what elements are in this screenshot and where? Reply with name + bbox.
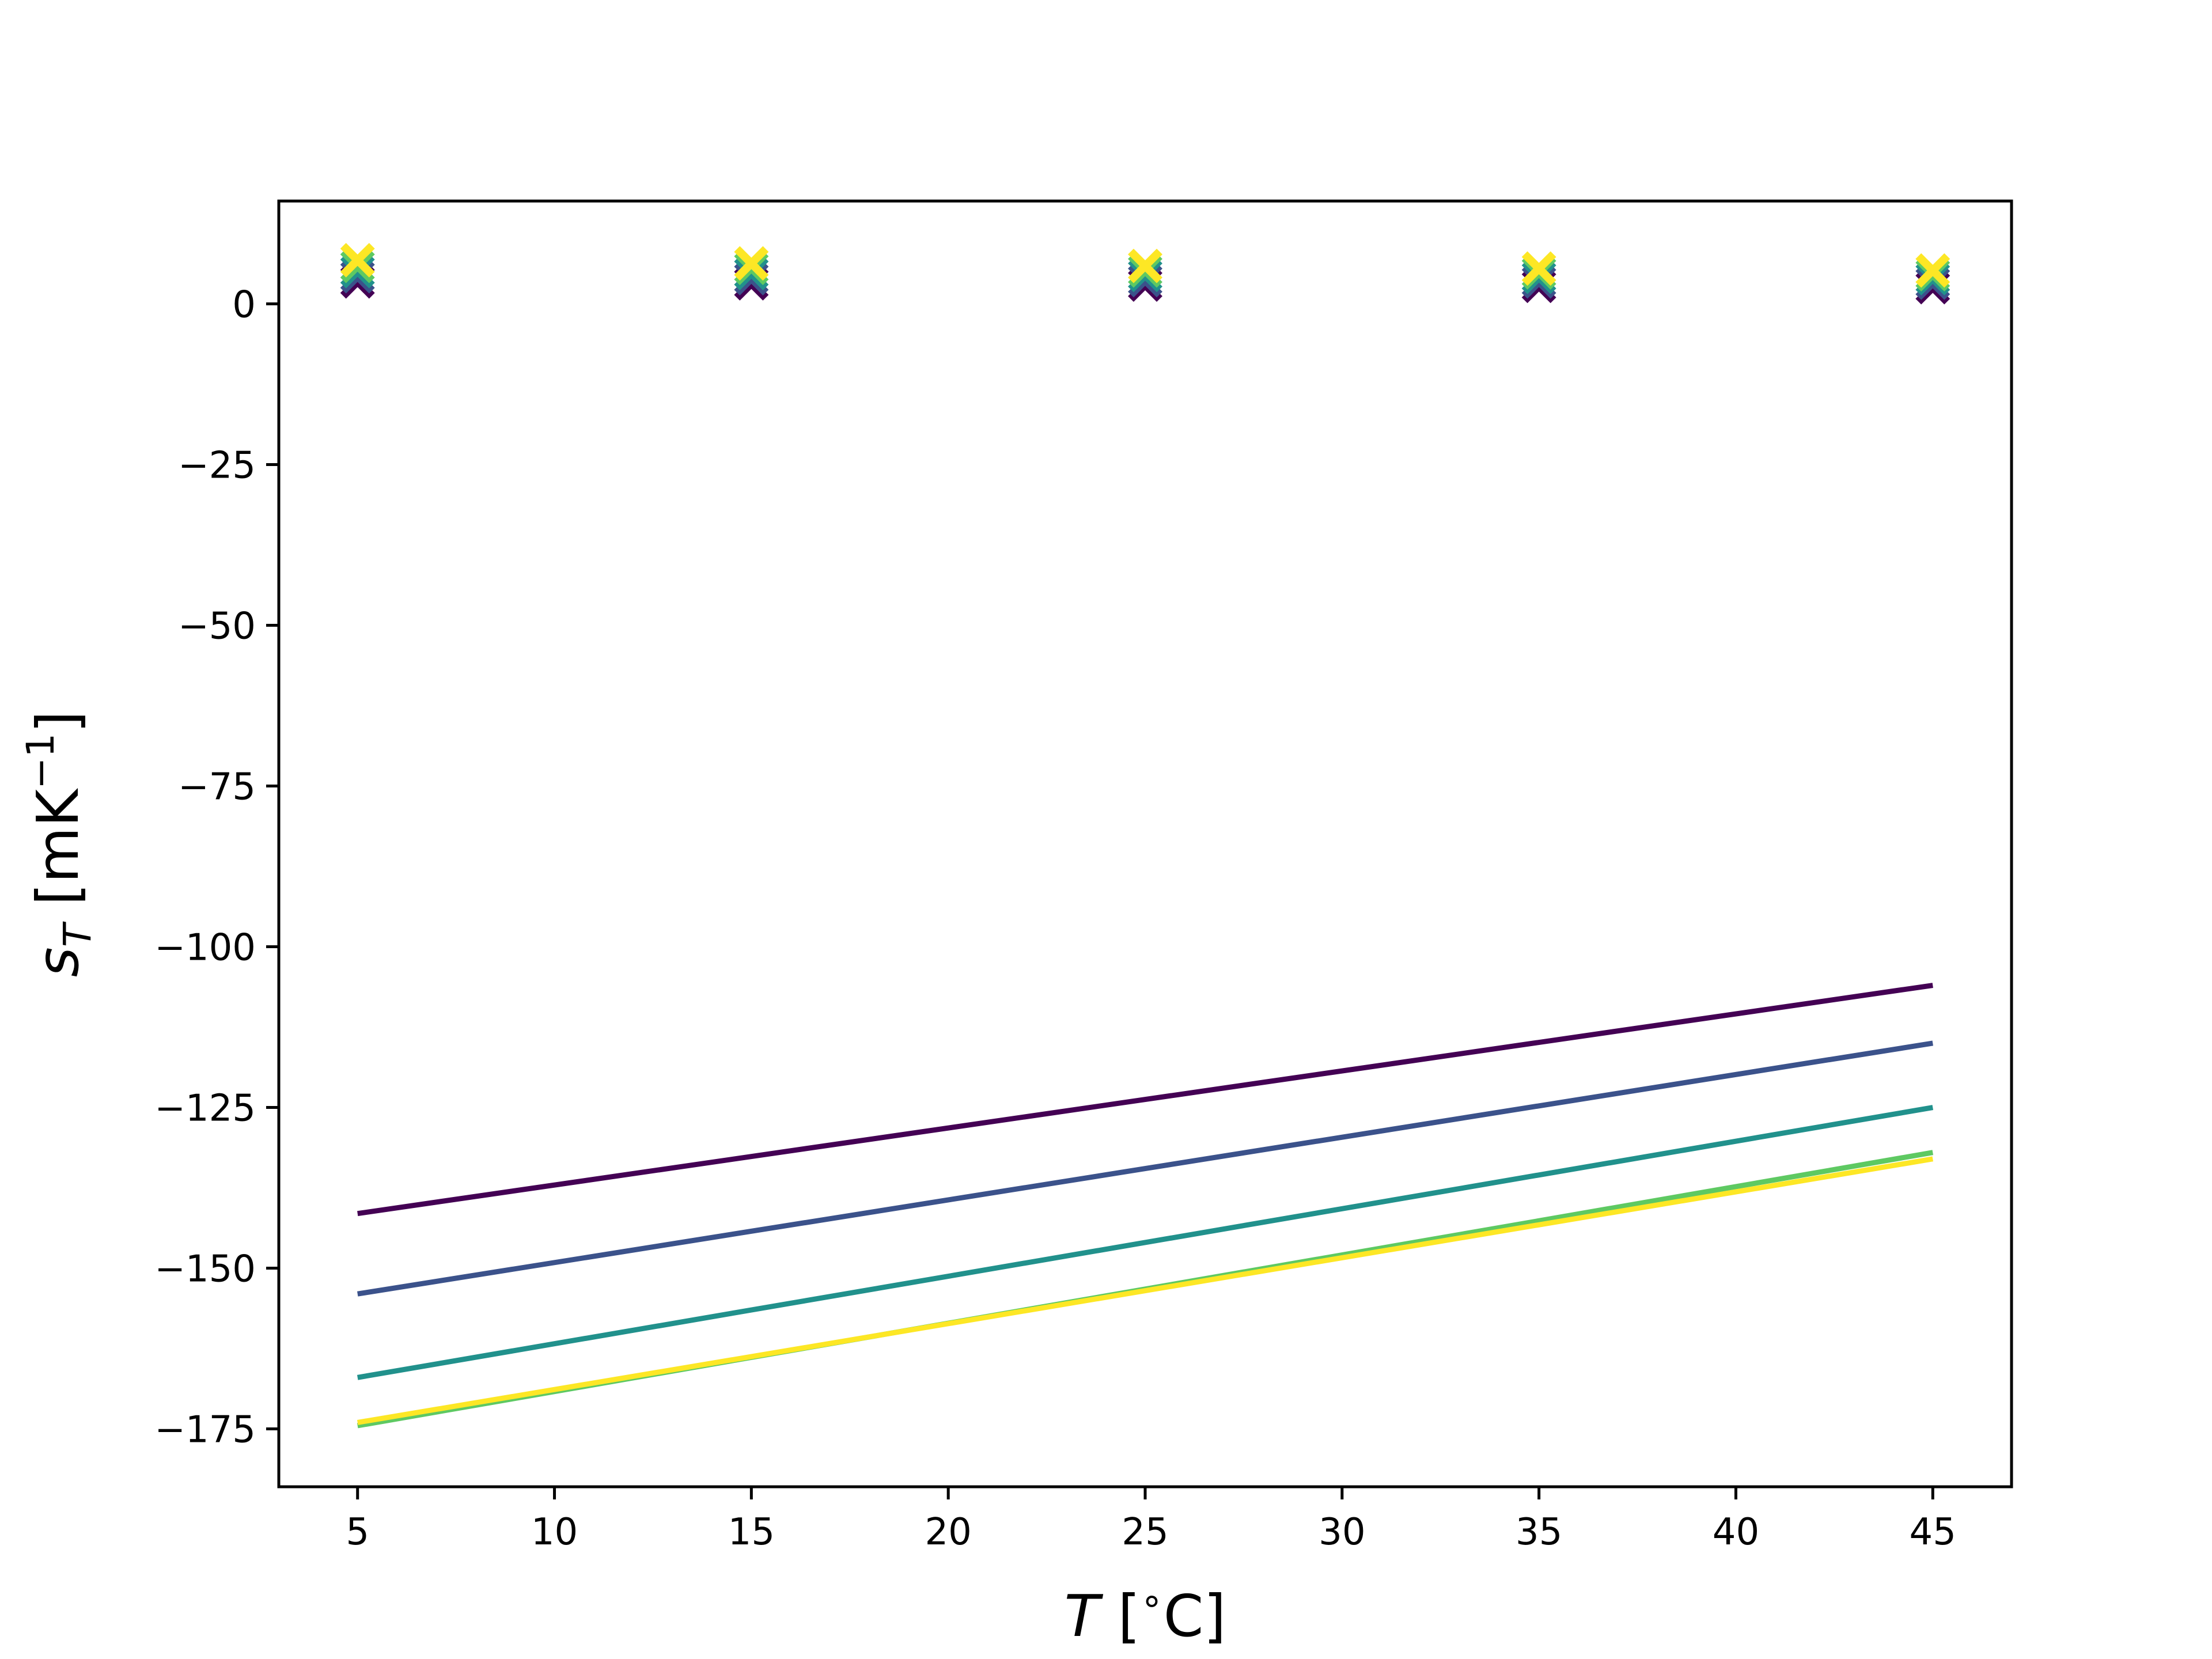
- y-tick-label: −100: [154, 927, 256, 969]
- x-tick-label: 45: [1910, 1511, 1956, 1554]
- scatter-point-series-5: [1915, 253, 1950, 288]
- x-tick-label: 15: [728, 1511, 775, 1554]
- y-tick-label: −150: [154, 1248, 256, 1291]
- x-axis: 5 10 15 20 25 30 35 40 45: [346, 1487, 1956, 1554]
- x-axis-label: T [∘C]: [1065, 1580, 1226, 1650]
- x-tick-label: 20: [925, 1511, 971, 1554]
- lines-layer: [357, 983, 1934, 1429]
- x-tick-label: 25: [1122, 1511, 1168, 1554]
- scatter-point-series-5: [340, 243, 375, 278]
- y-axis: 0 −25 −50 −75 −100 −125 −150 −175: [154, 284, 279, 1452]
- series-line-3: [357, 1105, 1934, 1380]
- x-tick-label: 40: [1713, 1511, 1759, 1554]
- x-tick-label: 10: [531, 1511, 578, 1554]
- series-line-5: [357, 1156, 1934, 1425]
- scatter-point-series-5: [1521, 251, 1556, 286]
- y-tick-label: 0: [232, 284, 256, 327]
- x-tick-label: 30: [1319, 1511, 1365, 1554]
- x-tick-label: 5: [346, 1511, 369, 1554]
- series-line-1: [357, 983, 1933, 1217]
- y-tick-label: −175: [154, 1409, 256, 1452]
- y-tick-label: −50: [178, 605, 256, 648]
- scatter-point-series-4: [340, 248, 375, 283]
- markers-layer: [340, 243, 1950, 305]
- y-tick-label: −125: [154, 1088, 256, 1130]
- y-axis-label: sT [mK−1]: [18, 711, 100, 978]
- y-tick-label: −75: [178, 766, 256, 809]
- y-tick-label: −25: [178, 445, 256, 487]
- series-line-2: [357, 1040, 1933, 1297]
- scatter-point-series-5: [1128, 248, 1162, 283]
- x-tick-label: 35: [1516, 1511, 1562, 1554]
- scatter-point-series-5: [734, 246, 769, 281]
